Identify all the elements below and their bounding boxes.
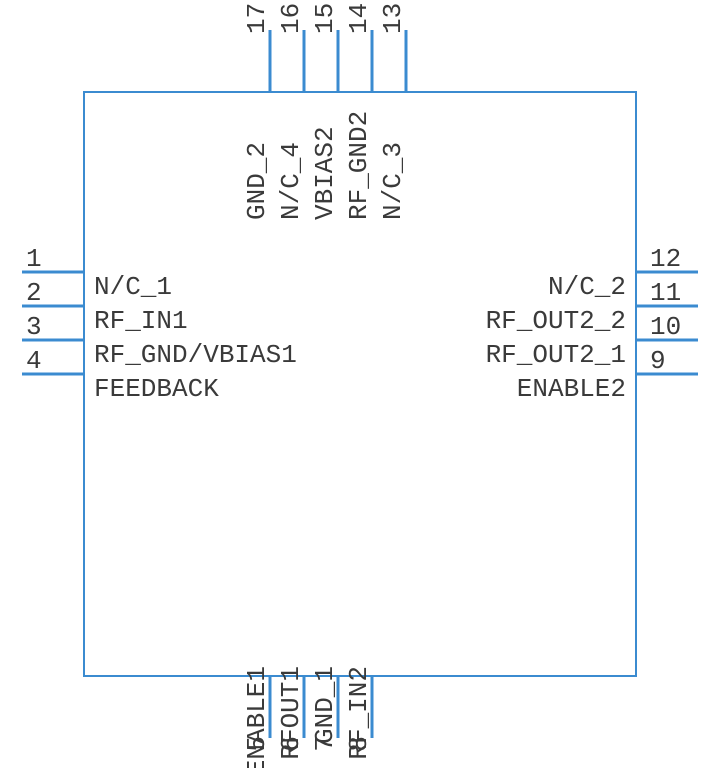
pin-number-2: 2 <box>26 278 42 308</box>
pin-label-6: RFOUT1 <box>276 666 306 760</box>
pin-number-16: 16 <box>276 3 306 34</box>
pin-label-5: ENABLE1 <box>242 666 272 768</box>
pin-label-8: RF_IN2 <box>344 666 374 760</box>
pin-number-12: 12 <box>650 244 681 274</box>
pin-label-11: RF_OUT2_2 <box>486 306 626 336</box>
pin-label-15: VBIAS2 <box>310 126 340 220</box>
pin-number-9: 9 <box>650 346 666 376</box>
pin-number-10: 10 <box>650 312 681 342</box>
ic-pinout-diagram: 1 N/C_1 2 RF_IN1 3 RF_GND/VBIAS1 4 FEEDBACK 12 N… <box>0 0 728 768</box>
pin-label-3: RF_GND/VBIAS1 <box>94 340 297 370</box>
pin-number-11: 11 <box>650 278 681 308</box>
pins-bottom-group: 5ENABLE16RFOUT17GND_18RF_IN2 <box>242 666 374 768</box>
pin-number-17: 17 <box>242 3 272 34</box>
pin-label-1: N/C_1 <box>94 272 172 302</box>
pin-label-4: FEEDBACK <box>94 374 219 404</box>
pins-top-group: 17 GND_2 16 N/C_4 15 VBIAS2 14 RF_GND2 13 N/C_3 <box>242 3 408 220</box>
pins-left-group: 1 N/C_1 2 RF_IN1 3 RF_GND/VBIAS1 4 FEEDBACK <box>22 244 297 404</box>
pin-number-3: 3 <box>26 312 42 342</box>
pin-label-10: RF_OUT2_1 <box>486 340 626 370</box>
pin-number-4: 4 <box>26 346 42 376</box>
pin-label-12: N/C_2 <box>548 272 626 302</box>
pin-number-1: 1 <box>26 244 42 274</box>
pin-label-17: GND_2 <box>242 142 272 220</box>
pin-label-2: RF_IN1 <box>94 306 188 336</box>
pin-number-13: 13 <box>378 3 408 34</box>
pin-number-15: 15 <box>310 3 340 34</box>
pin-label-16: N/C_4 <box>276 142 306 220</box>
pin-number-14: 14 <box>344 3 374 34</box>
pin-label-14: RF_GND2 <box>344 111 374 220</box>
pin-label-13: N/C_3 <box>378 142 408 220</box>
pins-right-group: 12 N/C_2 11 RF_OUT2_2 10 RF_OUT2_1 9 ENABLE2 <box>486 244 698 404</box>
pin-label-7: GND_1 <box>310 666 340 744</box>
pin-label-9: ENABLE2 <box>517 374 626 404</box>
